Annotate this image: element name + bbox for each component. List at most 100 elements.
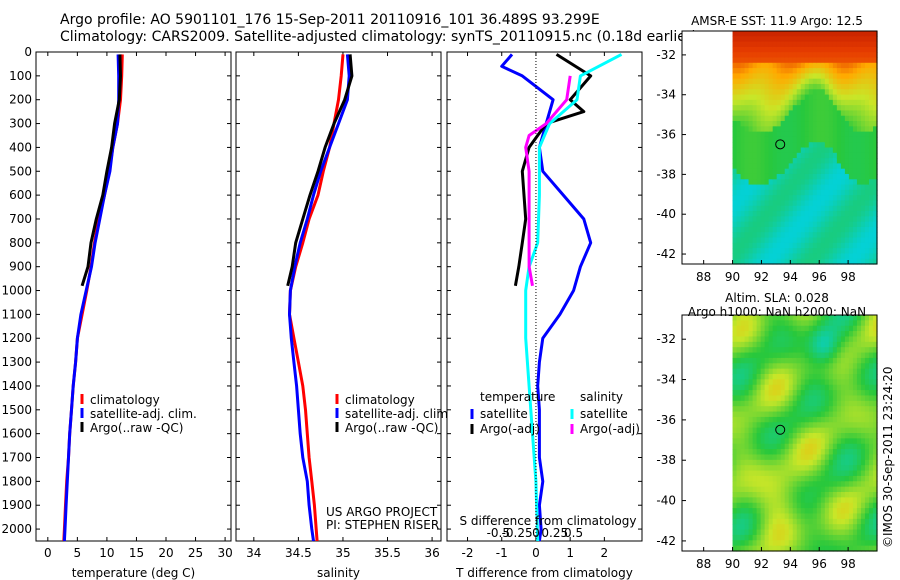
map-cell [756, 486, 762, 493]
map-cell [748, 205, 754, 212]
map-cell [740, 248, 746, 255]
map-cell [816, 57, 822, 64]
map-cell [780, 502, 786, 509]
map-cell [788, 152, 794, 159]
map-cell [744, 126, 750, 133]
map-cell [832, 384, 838, 391]
map-cell [840, 379, 846, 386]
map-cell [792, 481, 798, 488]
map-cell [744, 363, 750, 370]
map-cell [824, 200, 830, 207]
map-cell [788, 216, 794, 223]
map-cell [788, 406, 794, 413]
map-cell [864, 475, 870, 482]
map-cell [756, 62, 762, 69]
map-cell [784, 173, 790, 180]
map-cell [832, 433, 838, 439]
map-cell [748, 331, 754, 338]
x-tick-label: 94 [783, 557, 798, 571]
map-cell [836, 454, 842, 461]
map-cell [784, 78, 790, 85]
map-cell [844, 253, 850, 260]
map-cell [808, 357, 814, 364]
map-cell [852, 152, 858, 159]
map-cell [820, 89, 826, 96]
map-cell [828, 189, 834, 196]
map-cell [872, 422, 878, 429]
map-cell [812, 189, 818, 196]
map-cell [856, 508, 862, 515]
map-cell [740, 315, 746, 321]
map-cell [836, 41, 842, 48]
map-cell [840, 110, 846, 117]
map-cell [848, 486, 854, 493]
map-cell [812, 502, 818, 509]
map-cell [752, 36, 758, 43]
map-cell [820, 470, 826, 477]
map-cell [808, 216, 814, 223]
map-cell [804, 31, 810, 37]
map-cell [856, 497, 862, 504]
map-cell [788, 475, 794, 482]
map-cell [812, 315, 818, 321]
map-cell [772, 390, 778, 397]
map-cell [752, 189, 758, 196]
map-cell [800, 168, 806, 175]
series-line-satellite [524, 53, 623, 542]
map-cell [868, 147, 874, 154]
map-cell [824, 115, 830, 122]
map-cell [872, 179, 878, 186]
map-cell [776, 524, 782, 531]
map-cell [860, 195, 866, 202]
map-cell [804, 253, 810, 260]
map-cell [852, 31, 858, 37]
map-cell [800, 427, 806, 434]
map-cell [752, 110, 758, 117]
map-cell [776, 502, 782, 509]
map-cell [732, 136, 738, 143]
map-cell [752, 136, 758, 143]
map-cell [780, 89, 786, 96]
map-cell [772, 502, 778, 509]
map-cell [800, 57, 806, 64]
y-tick-label: 1100 [1, 307, 32, 321]
map-cell [768, 184, 774, 191]
map-cell [820, 400, 826, 407]
map-cell [752, 438, 758, 445]
map-cell [796, 89, 802, 96]
map-cell [872, 363, 878, 370]
map-cell [792, 200, 798, 207]
map-cell [836, 481, 842, 488]
map-cell [788, 221, 794, 228]
map-cell [736, 395, 742, 402]
map-cell [736, 221, 742, 228]
map-cell [744, 438, 750, 445]
map-cell [732, 152, 738, 159]
map-cell [804, 126, 810, 133]
map-cell [740, 384, 746, 391]
map-cell [756, 374, 762, 380]
map-cell [816, 52, 822, 59]
map-cell [740, 545, 746, 552]
map-cell [796, 400, 802, 407]
map-cell [872, 126, 878, 133]
map-cell [764, 406, 770, 413]
map-cell [836, 105, 842, 112]
map-cell [736, 78, 742, 85]
map-cell [732, 374, 738, 380]
map-cell [756, 545, 762, 552]
legend-label: satellite-adj. clim. [90, 407, 197, 421]
map-cell [732, 221, 738, 228]
map-cell [844, 83, 850, 90]
map-cell [740, 320, 746, 327]
map-cell [820, 121, 826, 127]
map-cell [820, 475, 826, 482]
map-cell [792, 31, 798, 37]
map-cell [816, 189, 822, 196]
map-cell [756, 163, 762, 170]
map-cell [756, 379, 762, 386]
map-cell [820, 352, 826, 359]
map-cell [820, 492, 826, 498]
map-cell [816, 62, 822, 69]
map-cell [864, 242, 870, 249]
